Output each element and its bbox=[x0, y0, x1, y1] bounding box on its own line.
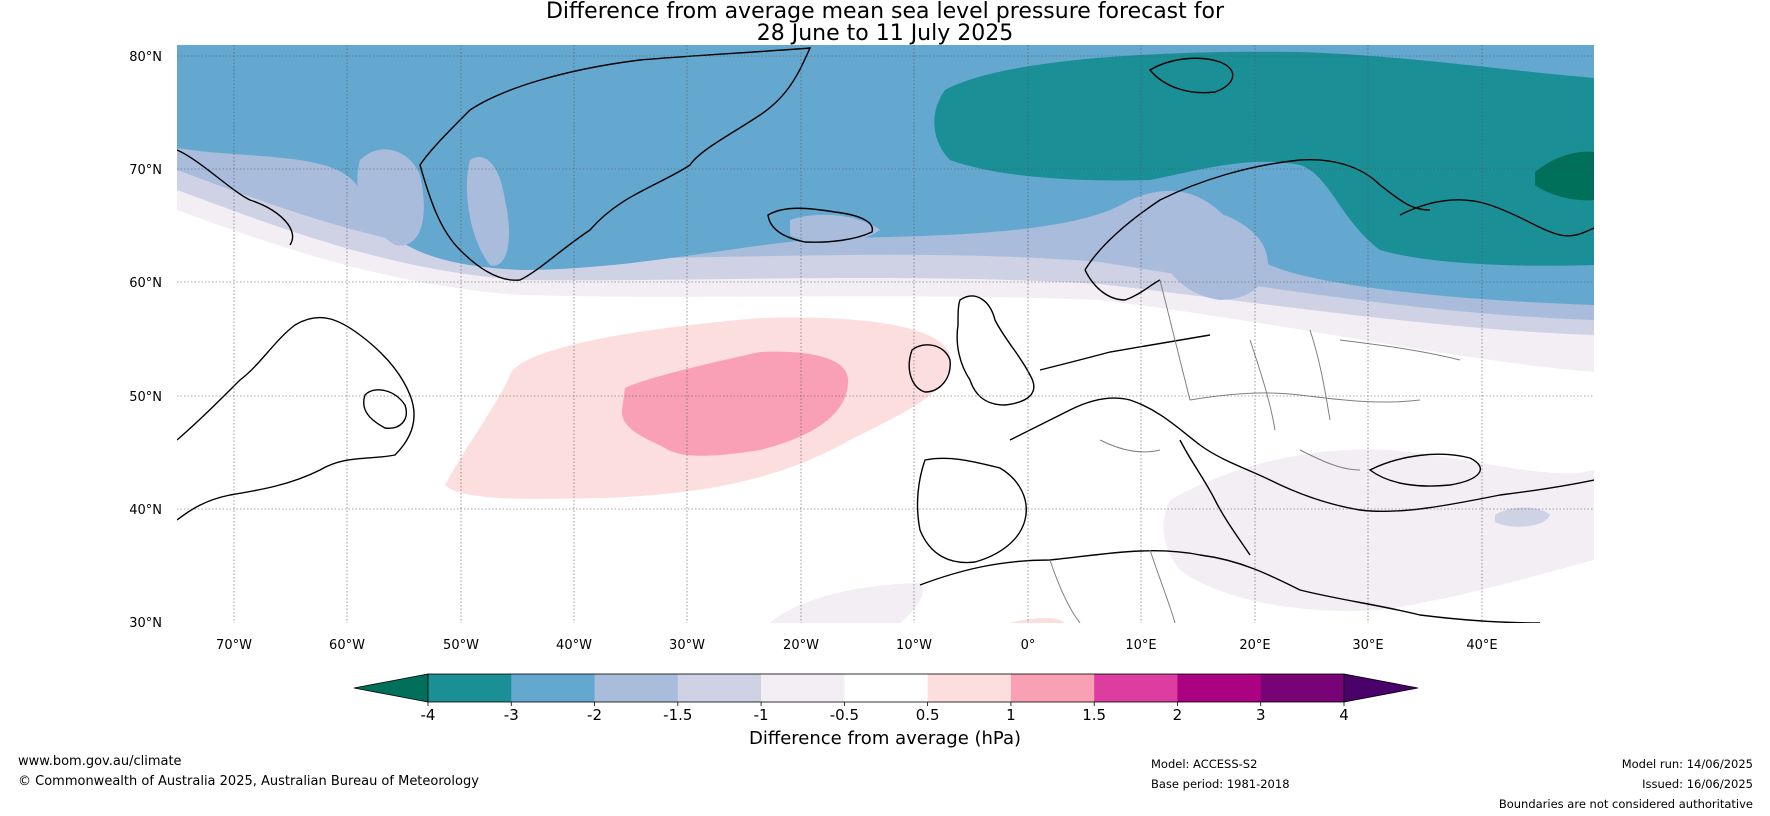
coastline-canada bbox=[177, 149, 415, 521]
boundaries-disclaimer: Boundaries are not considered authoritat… bbox=[1498, 797, 1753, 811]
colorbar-tick-label: -4 bbox=[421, 706, 436, 724]
anomaly-patch-scandinavia bbox=[1158, 210, 1268, 300]
coastline-iberia bbox=[916, 457, 1027, 564]
coastline-ireland bbox=[908, 344, 951, 393]
coastline-great-britain bbox=[956, 295, 1035, 406]
model-run-date: Model run: 14/06/2025 bbox=[1621, 757, 1753, 771]
lon-label-30w: 30°W bbox=[669, 638, 705, 653]
colorbar-segment bbox=[428, 674, 512, 702]
anomaly-patch-greenland bbox=[357, 149, 424, 246]
anomaly-patch-mediterranean bbox=[1163, 449, 1594, 611]
anomaly-patch-atlantic-south bbox=[770, 583, 923, 623]
colorbar-extend-high bbox=[1343, 673, 1419, 703]
coastline-newfoundland bbox=[363, 389, 407, 429]
colorbar-tick-label: 4 bbox=[1339, 706, 1349, 724]
coastline-black-sea bbox=[1368, 453, 1482, 487]
lon-label-40e: 40°E bbox=[1466, 638, 1497, 653]
map-title-line-1: Difference from average mean sea level p… bbox=[545, 0, 1225, 24]
colorbar-tick-label: -1 bbox=[754, 706, 769, 724]
colorbar-tick-label: 0.5 bbox=[916, 706, 940, 724]
colorbar-segment bbox=[761, 674, 845, 702]
country-borders bbox=[1049, 279, 1461, 623]
lon-label-60w: 60°W bbox=[329, 638, 365, 653]
issued-date: Issued: 16/06/2025 bbox=[1642, 777, 1753, 791]
colorbar-segment bbox=[1094, 674, 1178, 702]
coastline-europe bbox=[1009, 334, 1594, 513]
colorbar-extend-low bbox=[353, 673, 429, 703]
longitude-labels: 70°W 60°W 50°W 40°W 30°W 20°W 10°W 0° 10… bbox=[216, 638, 1498, 653]
colorbar-segment bbox=[927, 674, 1012, 702]
coastline-russia-north bbox=[1399, 199, 1594, 237]
coastline-scandinavia bbox=[1084, 158, 1431, 301]
coastline-north-africa bbox=[919, 550, 1541, 623]
anomaly-band-minus-4 bbox=[1535, 151, 1594, 201]
lon-label-30e: 30°E bbox=[1352, 638, 1383, 653]
colorbar-tick-label: -2 bbox=[587, 706, 602, 724]
lon-label-0: 0° bbox=[1021, 638, 1036, 653]
anomaly-patch-greenland-east bbox=[466, 156, 510, 266]
anomaly-patch-south bbox=[1010, 618, 1065, 623]
colorbar-tick-label: 3 bbox=[1256, 706, 1266, 724]
lon-label-10e: 10°E bbox=[1125, 638, 1156, 653]
coastlines bbox=[177, 47, 1594, 623]
anomaly-band-minus-3 bbox=[934, 51, 1594, 266]
colorbar-segment bbox=[844, 674, 929, 702]
lon-label-50w: 50°W bbox=[443, 638, 479, 653]
colorbar-tick-label: 1 bbox=[1006, 706, 1016, 724]
coastline-svalbard bbox=[1148, 57, 1234, 94]
lat-label-30: 30°N bbox=[129, 616, 162, 631]
map-title-line-2: 28 June to 11 July 2025 bbox=[756, 21, 1014, 46]
colorbar-segment bbox=[1010, 674, 1095, 702]
copyright-text: © Commonwealth of Australia 2025, Austra… bbox=[18, 774, 479, 789]
colorbar-segment bbox=[677, 674, 762, 702]
colorbar-segment bbox=[1260, 674, 1345, 702]
latitude-labels: 80°N 70°N 60°N 50°N 40°N 30°N bbox=[129, 50, 162, 631]
colorbar-outline bbox=[427, 673, 1345, 703]
coastline-iceland bbox=[767, 207, 873, 243]
lat-label-40: 40°N bbox=[129, 503, 162, 518]
anomaly-patch-iceland bbox=[790, 214, 880, 244]
lat-label-50: 50°N bbox=[129, 390, 162, 405]
colorbar-tick-label: -3 bbox=[504, 706, 519, 724]
coastline-greenland bbox=[419, 47, 812, 281]
lon-label-20e: 20°E bbox=[1239, 638, 1270, 653]
lon-label-10w: 10°W bbox=[896, 638, 932, 653]
lat-label-80: 80°N bbox=[129, 50, 162, 65]
lat-label-60: 60°N bbox=[129, 276, 162, 291]
lon-label-70w: 70°W bbox=[216, 638, 252, 653]
colorbar-label: Difference from average (hPa) bbox=[748, 728, 1022, 749]
model-name: Model: ACCESS-S2 bbox=[1151, 757, 1258, 771]
anomaly-band-plus-1 bbox=[621, 351, 849, 456]
colorbar-segment bbox=[594, 674, 679, 702]
lon-label-20w: 20°W bbox=[783, 638, 819, 653]
lon-label-40w: 40°W bbox=[556, 638, 592, 653]
colorbar-tick-label: -1.5 bbox=[663, 706, 692, 724]
website-link[interactable]: www.bom.gov.au/climate bbox=[18, 754, 182, 769]
graticule bbox=[177, 45, 1594, 623]
coastline-italy bbox=[1179, 439, 1251, 556]
colorbar-tick-label: -0.5 bbox=[830, 706, 859, 724]
colorbar-segment bbox=[511, 674, 596, 702]
base-period: Base period: 1981-2018 bbox=[1151, 777, 1290, 791]
lat-label-70: 70°N bbox=[129, 163, 162, 178]
colorbar-segment bbox=[1177, 674, 1262, 702]
anomaly-field bbox=[177, 45, 1594, 623]
colorbar-tick-label: 1.5 bbox=[1082, 706, 1106, 724]
colorbar: -4 -3 -2 -1.5 -1 -0.5 0.5 1 1.5 2 3 4 bbox=[353, 673, 1419, 724]
colorbar-tick-label: 2 bbox=[1173, 706, 1183, 724]
anomaly-patch-eastern bbox=[1495, 507, 1550, 527]
